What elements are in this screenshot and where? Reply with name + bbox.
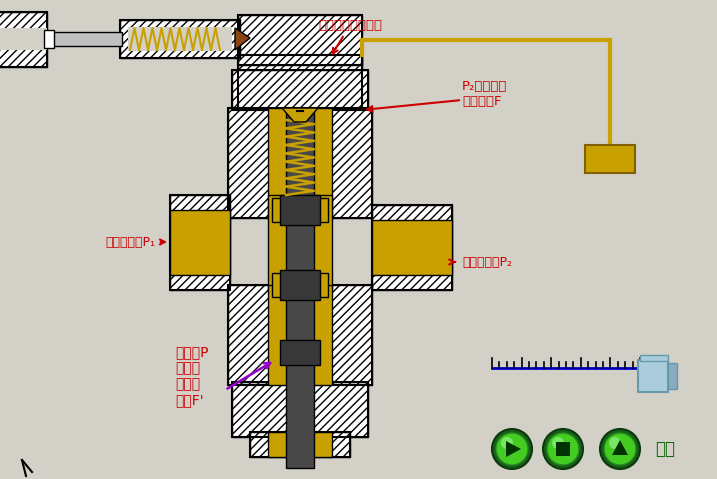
Text: 压力差P
等于或
大于弹
簧力F': 压力差P 等于或 大于弹 簧力F' — [175, 345, 209, 408]
Circle shape — [543, 429, 583, 469]
Circle shape — [604, 433, 636, 465]
Polygon shape — [506, 441, 521, 457]
Text: 一次压力油P₁: 一次压力油P₁ — [105, 236, 165, 249]
Bar — [232, 382, 368, 437]
Circle shape — [609, 437, 621, 449]
Circle shape — [501, 437, 513, 449]
Bar — [170, 195, 230, 290]
Bar — [556, 442, 570, 456]
Polygon shape — [282, 108, 318, 122]
Bar — [286, 108, 314, 468]
Bar — [120, 20, 240, 58]
Circle shape — [547, 433, 579, 465]
Bar — [232, 382, 368, 437]
Bar — [238, 55, 362, 110]
Bar — [268, 108, 332, 218]
Bar — [0, 12, 47, 67]
Bar — [228, 108, 372, 218]
Bar — [372, 220, 452, 275]
Bar — [268, 285, 332, 385]
Text: 返回: 返回 — [655, 440, 675, 458]
Circle shape — [496, 433, 528, 465]
Bar — [668, 363, 677, 389]
Bar — [250, 432, 350, 457]
Bar — [170, 195, 230, 290]
Bar — [268, 195, 332, 290]
Bar — [238, 55, 362, 110]
Bar — [280, 270, 320, 300]
Text: P₂等于或大
于弹簧力F: P₂等于或大 于弹簧力F — [462, 80, 508, 108]
Bar — [0, 28, 47, 50]
Bar — [268, 432, 332, 457]
Bar — [640, 355, 668, 361]
Circle shape — [552, 437, 564, 449]
Bar — [0, 12, 47, 67]
Bar — [232, 70, 368, 110]
Bar — [280, 340, 320, 365]
Bar — [372, 205, 452, 290]
Bar — [250, 432, 350, 457]
Bar — [372, 205, 452, 290]
Text: 由小孔溢流回油箱: 由小孔溢流回油箱 — [318, 19, 382, 54]
Bar — [238, 15, 362, 65]
Bar — [120, 20, 240, 58]
Bar — [585, 145, 635, 173]
Bar — [280, 195, 320, 225]
Bar — [272, 198, 328, 222]
Bar — [44, 30, 54, 48]
Bar — [272, 273, 328, 297]
Bar — [128, 27, 232, 51]
Text: 二次压力油P₂: 二次压力油P₂ — [449, 255, 512, 269]
Bar — [170, 210, 230, 275]
Polygon shape — [612, 440, 628, 455]
Bar — [228, 285, 372, 385]
Circle shape — [492, 429, 532, 469]
Polygon shape — [235, 28, 250, 50]
Bar — [228, 108, 372, 218]
Circle shape — [600, 429, 640, 469]
Bar — [232, 70, 368, 110]
Bar — [238, 15, 362, 65]
Bar — [52, 32, 122, 46]
Bar — [638, 360, 668, 392]
Bar — [228, 285, 372, 385]
